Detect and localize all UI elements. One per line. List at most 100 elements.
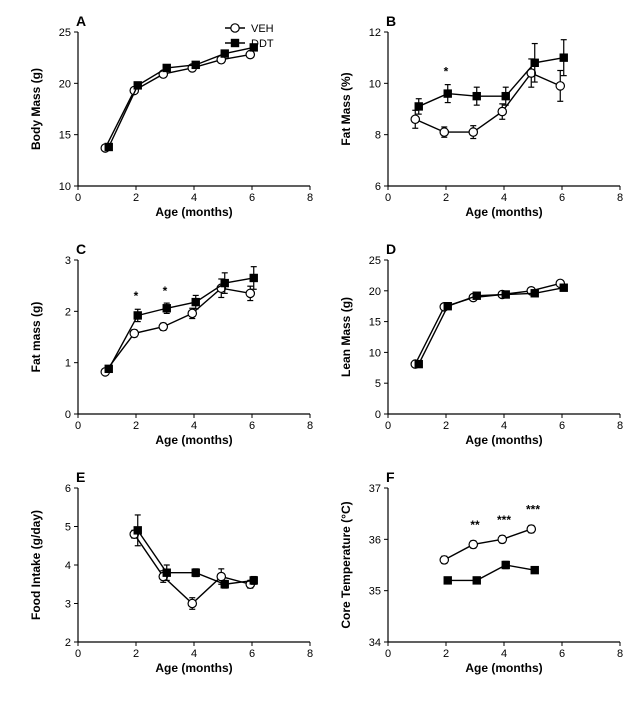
- series-line-ddt: [109, 278, 254, 369]
- series-line-veh: [105, 55, 250, 148]
- panel-F: 0 2 4 6 8 34 35 36 37 Age (months) Core Temperatur…: [339, 469, 623, 675]
- panel-E: 0246823456Age (months)Food Intake (g/day…: [29, 469, 313, 675]
- xtick-label: 8: [307, 648, 313, 660]
- xtick-label: 4: [191, 192, 197, 204]
- xtick-label: 8: [617, 192, 623, 204]
- xtick-label: 0: [75, 192, 81, 204]
- significance-marker: *: [444, 65, 449, 79]
- xtick-label: 0: [75, 648, 81, 660]
- ytick-label: 37: [369, 483, 381, 495]
- panel-B: 0 2 4 6 8 6 8 10 12 Age (months) Fat Mass (%) B *: [339, 13, 623, 219]
- y-axis-label: Fat Mass (%): [339, 72, 353, 145]
- xtick-label: 2: [443, 420, 449, 432]
- panel-C: 0 2 4 6 8 0 1 2 3 Age (months) Fat mass (g) C * *: [29, 241, 313, 447]
- xtick-label: 4: [191, 420, 197, 432]
- panel-tag: E: [76, 469, 85, 485]
- ytick-label: 15: [369, 317, 381, 329]
- xtick-label: 6: [559, 648, 565, 660]
- x-axis-label: Age (months): [155, 433, 232, 447]
- panel-tag: D: [386, 241, 396, 257]
- ytick-label: 4: [65, 560, 71, 572]
- ytick-label: 25: [369, 255, 381, 267]
- ytick-label: 0: [375, 409, 381, 421]
- panel-A: 0 2 4 6 8 10 15 20 25 Age (months) Body Mass (g) A V…: [29, 13, 313, 219]
- xtick-label: 8: [307, 420, 313, 432]
- ytick-label: 2: [65, 306, 71, 318]
- ytick-label: 36: [369, 534, 381, 546]
- x-axis-label: Age (months): [465, 433, 542, 447]
- figure-svg: 0246810152025Age (months)Body Mass (g)AV…: [0, 0, 642, 701]
- y-axis-label: Core Temperature (°C): [339, 501, 353, 628]
- ytick-label: 0: [65, 409, 71, 421]
- xtick-label: 8: [617, 420, 623, 432]
- xtick-label: 2: [443, 648, 449, 660]
- panel-tag: A: [76, 13, 86, 29]
- series-line-ddt: [419, 58, 564, 107]
- xtick-label: 6: [559, 420, 565, 432]
- xtick-label: 6: [249, 648, 255, 660]
- ytick-label: 20: [369, 286, 381, 298]
- figure: 0246810152025Age (months)Body Mass (g)AV…: [0, 0, 642, 701]
- ytick-label: 6: [65, 483, 71, 495]
- panel-D: 0 2 4 6 8 0 5 10 15 20 25 Age (months) Lean Mass (g)…: [339, 241, 623, 447]
- xtick-label: 8: [617, 648, 623, 660]
- legend-label: VEH: [251, 23, 274, 35]
- ytick-label: 10: [369, 78, 381, 90]
- panel-tag: F: [386, 469, 395, 485]
- ytick-label: 10: [59, 181, 71, 193]
- ytick-label: 25: [59, 27, 71, 39]
- xtick-label: 0: [385, 192, 391, 204]
- y-axis-label: Lean Mass (g): [339, 297, 353, 377]
- x-axis-label: Age (months): [465, 661, 542, 675]
- ytick-label: 12: [369, 27, 381, 39]
- panel-tag: C: [76, 241, 86, 257]
- ytick-label: 20: [59, 78, 71, 90]
- significance-marker: **: [470, 518, 480, 532]
- ytick-label: 6: [375, 181, 381, 193]
- series-line-veh: [444, 529, 531, 560]
- y-axis-label: Body Mass (g): [29, 68, 43, 150]
- xtick-label: 6: [249, 420, 255, 432]
- ytick-label: 10: [369, 347, 381, 359]
- ytick-label: 3: [65, 599, 71, 611]
- xtick-label: 0: [385, 420, 391, 432]
- xtick-label: 2: [443, 192, 449, 204]
- xtick-label: 4: [501, 192, 507, 204]
- significance-marker: ***: [497, 513, 511, 527]
- x-axis-label: Age (months): [465, 205, 542, 219]
- series-line-ddt: [419, 288, 564, 364]
- series-line-ddt: [448, 565, 535, 580]
- xtick-label: 6: [249, 192, 255, 204]
- xtick-label: 0: [385, 648, 391, 660]
- ytick-label: 35: [369, 586, 381, 598]
- ytick-label: 5: [375, 378, 381, 390]
- ytick-label: 15: [59, 130, 71, 142]
- ytick-label: 3: [65, 255, 71, 267]
- ytick-label: 1: [65, 358, 71, 370]
- ytick-label: 5: [65, 522, 71, 534]
- series-line-veh: [105, 288, 250, 372]
- series-line-veh: [415, 73, 560, 132]
- xtick-label: 6: [559, 192, 565, 204]
- y-axis-label: Fat mass (g): [29, 302, 43, 373]
- xtick-label: 8: [307, 192, 313, 204]
- legend-label: DDT: [251, 38, 274, 50]
- xtick-label: 2: [133, 420, 139, 432]
- legend: VEH DDT: [225, 23, 274, 50]
- xtick-label: 2: [133, 648, 139, 660]
- significance-marker: *: [163, 284, 168, 298]
- panel-tag: B: [386, 13, 396, 29]
- ytick-label: 8: [375, 130, 381, 142]
- ytick-label: 2: [65, 637, 71, 649]
- ytick-label: 34: [369, 637, 381, 649]
- x-axis-label: Age (months): [155, 205, 232, 219]
- xtick-label: 0: [75, 420, 81, 432]
- xtick-label: 4: [501, 420, 507, 432]
- significance-marker: *: [134, 289, 139, 303]
- xtick-label: 2: [133, 192, 139, 204]
- xtick-label: 4: [501, 648, 507, 660]
- xtick-label: 4: [191, 648, 197, 660]
- y-axis-label: Food Intake (g/day): [29, 510, 43, 620]
- significance-marker: ***: [526, 503, 540, 517]
- x-axis-label: Age (months): [155, 661, 232, 675]
